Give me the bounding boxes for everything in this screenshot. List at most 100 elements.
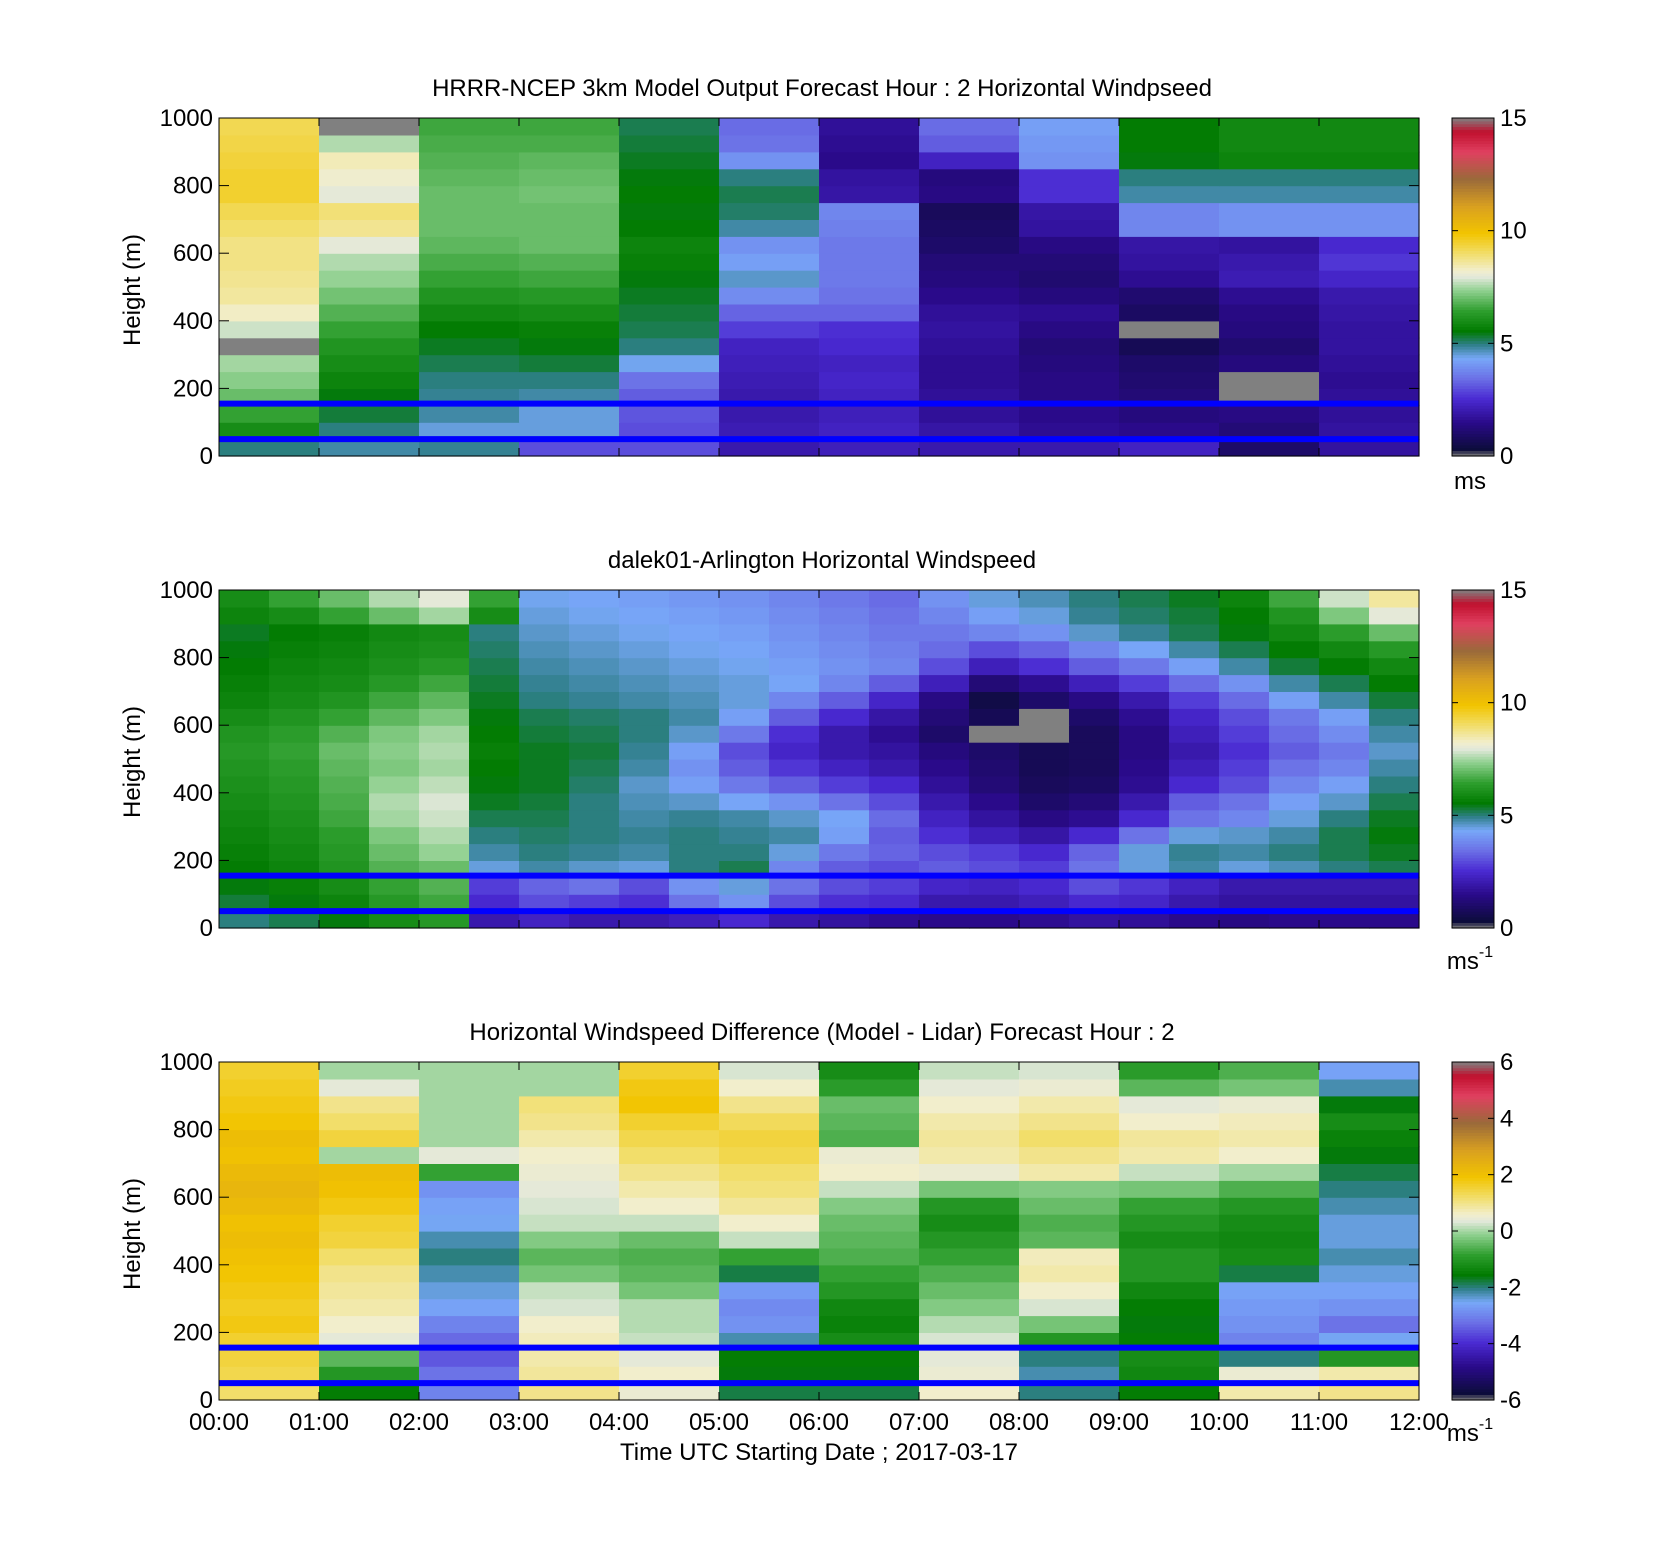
heatmap-cell — [719, 759, 770, 777]
colorbar-swatch — [1452, 444, 1494, 449]
heatmap-cell — [1169, 843, 1220, 861]
heatmap-cell — [619, 674, 670, 692]
heatmap-cell — [619, 303, 720, 322]
colorbar-swatch — [1452, 143, 1494, 147]
heatmap-cell — [869, 894, 920, 912]
heatmap-cell — [369, 691, 420, 709]
colorbar-swatch — [1452, 1073, 1494, 1077]
heatmap-cell — [1319, 151, 1420, 170]
colorbar-swatch — [1452, 399, 1494, 404]
heatmap-cell — [319, 354, 420, 373]
colorbar-swatch — [1452, 1360, 1494, 1364]
heatmap-cell — [919, 674, 970, 692]
heatmap-cell — [819, 759, 870, 777]
colorbar-swatch — [1452, 1078, 1494, 1083]
heatmap-cell — [469, 640, 520, 659]
heatmap-cell — [419, 826, 470, 845]
heatmap-cell — [969, 877, 1020, 895]
colorbar-swatch — [1452, 919, 1494, 923]
heatmap-cell — [319, 1281, 420, 1300]
heatmap-cell — [1069, 843, 1120, 861]
heatmap-cell — [1119, 1095, 1220, 1114]
heatmap-cell — [719, 287, 820, 305]
heatmap-cell — [1069, 826, 1120, 845]
colorbar-swatch — [1452, 1340, 1494, 1345]
heatmap-cell — [969, 606, 1020, 625]
heatmap-cell — [369, 742, 420, 760]
colorbar-swatch — [1452, 868, 1494, 873]
heatmap-cell — [819, 1247, 920, 1266]
heatmap-cell — [719, 1349, 820, 1367]
heatmap-cell — [1019, 1231, 1120, 1249]
heatmap-cell — [1269, 894, 1320, 912]
heatmap-cell — [719, 1163, 820, 1181]
heatmap-cell — [219, 623, 270, 642]
heatmap-cell — [1119, 1383, 1220, 1401]
heatmap-cell — [919, 371, 1020, 389]
heatmap-cell — [1019, 1214, 1120, 1232]
heatmap-cell — [1369, 809, 1420, 828]
colorbar-swatch — [1452, 1281, 1494, 1286]
heatmap-cell — [1019, 1298, 1120, 1317]
heatmap-cell — [469, 623, 520, 642]
heatmap-cell — [1019, 792, 1070, 811]
colorbar-swatch — [1452, 261, 1494, 266]
heatmap-cell — [719, 843, 770, 861]
heatmap-cell — [419, 151, 520, 170]
heatmap-cell — [719, 1315, 820, 1333]
heatmap-cell — [1119, 1078, 1220, 1097]
heatmap-cell — [1119, 691, 1170, 709]
heatmap-cell — [1369, 606, 1420, 625]
heatmap-cell — [1319, 1078, 1420, 1097]
x-tick-label: 07:00 — [889, 1409, 949, 1436]
heatmap-cell — [919, 1129, 1020, 1148]
heatmap-cell — [1069, 742, 1120, 760]
heatmap-cell — [419, 1214, 520, 1232]
colorbar-swatch — [1452, 1121, 1494, 1125]
colorbar-swatch — [1452, 351, 1494, 356]
heatmap-cell — [819, 1163, 920, 1181]
heatmap-cell — [819, 792, 870, 811]
heatmap-cell — [769, 911, 820, 929]
colorbar-swatch — [1452, 1338, 1494, 1342]
heatmap-cell — [1119, 354, 1220, 373]
y-tick-label: 0 — [200, 443, 213, 470]
heatmap-cell — [669, 657, 720, 676]
heatmap-cell — [219, 590, 270, 608]
heatmap-cell — [519, 405, 620, 423]
heatmap-cell — [1219, 1180, 1320, 1198]
heatmap-cell — [919, 1281, 1020, 1300]
colorbar-swatch — [1452, 1371, 1494, 1376]
colorbar-swatch — [1452, 1205, 1494, 1210]
heatmap-cell — [469, 657, 520, 676]
heatmap-cell — [919, 1112, 1020, 1131]
heatmap-cell — [819, 1078, 920, 1097]
x-tick-label: 03:00 — [489, 1409, 549, 1436]
heatmap-cell — [619, 405, 720, 423]
heatmap-cell — [319, 151, 420, 170]
heatmap-cell — [519, 1315, 620, 1333]
heatmap-cell — [1019, 1078, 1120, 1097]
heatmap-cell — [1319, 1298, 1420, 1317]
colorbar-swatch — [1452, 750, 1494, 754]
heatmap-cell — [819, 708, 870, 726]
heatmap-cell — [719, 422, 820, 440]
heatmap-cell — [519, 809, 570, 828]
heatmap-cell — [969, 623, 1020, 642]
heatmap-cell — [819, 911, 870, 929]
heatmap-cell — [1319, 439, 1420, 457]
heatmap-cell — [669, 809, 720, 828]
colorbar-swatch — [1452, 168, 1494, 173]
heatmap-cell — [819, 422, 920, 440]
colorbar-swatch — [1452, 1132, 1494, 1136]
heatmap-cell — [319, 337, 420, 356]
heatmap-cell — [1019, 1129, 1120, 1148]
heatmap-cell — [219, 118, 320, 136]
colorbar-swatch — [1452, 660, 1494, 664]
colorbar-swatch — [1452, 447, 1494, 451]
heatmap-cell — [1219, 422, 1320, 440]
heatmap-cell — [1119, 775, 1170, 794]
heatmap-cell — [619, 911, 670, 929]
heatmap-cell — [619, 708, 670, 726]
heatmap-cell — [1019, 1366, 1120, 1384]
